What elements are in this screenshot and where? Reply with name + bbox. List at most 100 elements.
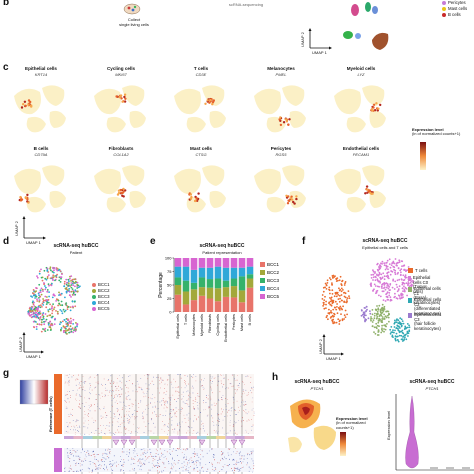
heatmap-cell <box>229 464 230 465</box>
heatmap-cell <box>79 463 81 465</box>
umap-point <box>59 323 61 326</box>
expression-point <box>279 123 283 127</box>
umap-cluster <box>346 116 366 133</box>
heatmap-cell <box>184 402 185 404</box>
heatmap-cell <box>236 389 238 391</box>
heatmap-cell <box>123 422 125 423</box>
umap-point <box>331 319 334 321</box>
heatmap-cell <box>148 456 150 457</box>
cnv-marker <box>158 439 166 446</box>
umap-point <box>330 298 332 300</box>
bar-segment <box>190 300 198 312</box>
chromosome-strip <box>216 436 226 439</box>
heatmap-cell <box>188 394 189 396</box>
heatmap-cell <box>233 459 235 461</box>
heatmap-cell <box>213 470 215 472</box>
heatmap-cell <box>163 462 165 464</box>
heatmap-cell <box>94 456 96 458</box>
heatmap-cell <box>95 386 97 388</box>
heatmap-cell <box>77 471 79 472</box>
heatmap-cell <box>137 455 138 456</box>
umap-point <box>396 335 398 338</box>
umap-point <box>66 329 69 332</box>
heatmap-cell <box>97 460 99 462</box>
umap-point <box>69 322 72 325</box>
heatmap-cell <box>76 470 78 472</box>
umap-f-ylabel: UMAP 2 <box>318 339 323 354</box>
heatmap-cell <box>232 396 234 398</box>
umap-point <box>65 283 68 286</box>
umap-point <box>46 277 49 280</box>
heatmap-cell <box>222 395 224 396</box>
expression-point <box>20 198 24 201</box>
heatmap-cell <box>184 382 185 383</box>
heatmap-cell <box>185 403 186 404</box>
umap-point <box>397 340 400 343</box>
heatmap-cell <box>146 393 148 394</box>
legend-swatch <box>260 270 265 275</box>
heatmap-cell <box>121 451 123 453</box>
heatmap-cell <box>164 405 166 406</box>
umap-point <box>360 309 363 311</box>
umap-point <box>372 276 375 279</box>
umap-point <box>344 296 347 299</box>
heatmap-cell <box>172 429 174 430</box>
heatmap-cell <box>105 417 107 418</box>
heatmap-cell <box>213 430 215 431</box>
panel-letter-e: e <box>150 236 156 247</box>
umap-point <box>55 310 57 312</box>
heatmap-cell <box>174 428 176 429</box>
heatmap-cell <box>212 469 214 470</box>
expression-point <box>285 118 288 121</box>
umap-point <box>334 275 336 277</box>
heatmap-cell <box>133 469 135 471</box>
umap-point <box>49 314 52 317</box>
heatmap-cell <box>145 408 146 410</box>
expression-point <box>189 193 193 196</box>
heatmap-cell <box>243 404 244 406</box>
panel-f-title: scRNA-seq huBCC <box>362 238 408 244</box>
heatmap-cell <box>98 433 100 434</box>
heatmap-cell <box>199 469 201 471</box>
bar-segment <box>230 267 238 279</box>
heatmap-cell <box>128 430 130 431</box>
heatmap-cell <box>184 387 186 389</box>
umap-point <box>45 299 48 301</box>
umap-point <box>339 305 342 308</box>
umap-point <box>49 303 51 306</box>
heatmap-cell <box>244 392 245 394</box>
heatmap-cell <box>218 417 219 419</box>
umap-cluster <box>129 110 146 128</box>
heatmap-cell <box>122 377 123 379</box>
umap-point <box>325 303 327 306</box>
heatmap-cell <box>112 390 114 391</box>
umap-point <box>35 306 37 309</box>
x-tick-label: Melanocytes <box>191 314 196 336</box>
umap-point <box>324 286 326 289</box>
umap-point <box>374 285 377 287</box>
heatmap-cell <box>187 426 189 427</box>
umap-point <box>400 338 403 341</box>
umap-point <box>33 315 35 318</box>
umap-point <box>381 260 384 263</box>
umap-point <box>401 329 404 332</box>
umap-point <box>46 296 48 298</box>
heatmap-cell <box>123 461 125 463</box>
heatmap-cell <box>190 466 191 467</box>
heatmap-cell <box>227 399 228 400</box>
umap-point <box>395 264 398 267</box>
heatmap-cell <box>123 459 125 461</box>
umap-point <box>52 303 54 305</box>
umap-point <box>54 317 56 320</box>
heatmap-cell <box>205 402 207 403</box>
heatmap-cell <box>139 468 141 470</box>
umap-point <box>392 336 394 338</box>
heatmap-cell <box>236 421 237 423</box>
umap-point <box>387 316 390 319</box>
bar-segment <box>198 267 206 278</box>
feature-plot-title: Myeloid cells <box>346 66 376 71</box>
umap-point <box>330 296 333 299</box>
feature-plot-title: Fibroblasts <box>108 146 134 151</box>
umap-point <box>65 327 67 330</box>
heatmap-cell <box>145 458 147 460</box>
